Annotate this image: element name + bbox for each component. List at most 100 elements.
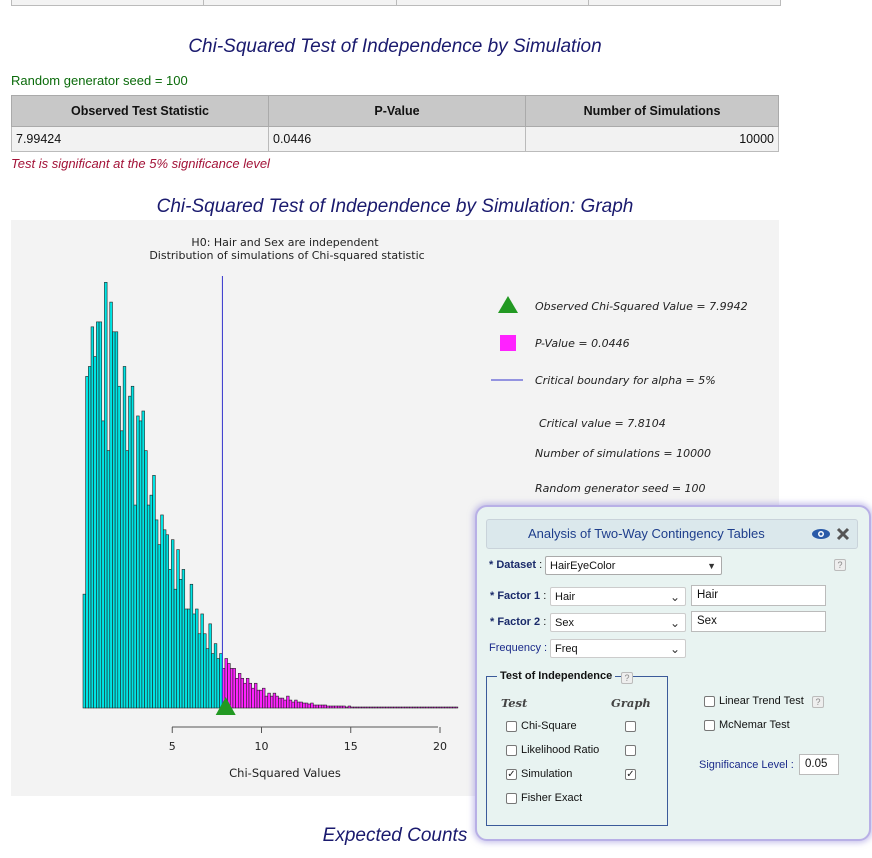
factor1-name-input[interactable]: Hair <box>691 585 826 606</box>
histogram-bar <box>395 706 400 709</box>
dataset-help-icon[interactable]: ? <box>834 559 846 571</box>
factor2-name-input[interactable]: Sex <box>691 611 826 632</box>
test-checkbox[interactable] <box>506 721 517 732</box>
factor2-select[interactable]: Sex ⌄ <box>550 613 686 632</box>
histogram-bar <box>294 699 298 709</box>
histogram-bar <box>168 569 172 709</box>
histogram-bar <box>337 705 341 709</box>
histogram-bar <box>283 699 287 709</box>
factor1-select[interactable]: Hair ⌄ <box>550 587 686 606</box>
histogram-bar <box>366 706 370 709</box>
graph-heading: Chi-Squared Test of Independence by Simu… <box>156 196 634 217</box>
test-help-icon[interactable]: ? <box>621 672 633 684</box>
graph-checkbox[interactable]: ✓ <box>625 769 636 780</box>
mcnemar-checkbox[interactable] <box>704 720 715 731</box>
histogram-bar <box>454 706 459 709</box>
histogram-bar <box>235 677 239 709</box>
histogram-bar <box>251 687 255 709</box>
histogram-bar <box>414 706 418 709</box>
histogram-bar <box>267 692 271 709</box>
histogram-bar <box>363 706 368 709</box>
histogram-bar <box>286 695 290 709</box>
histogram-bar <box>184 608 188 709</box>
histogram-bar <box>93 356 97 709</box>
histogram-bar <box>205 648 210 709</box>
test-label: Simulation <box>521 768 573 780</box>
histogram-bar <box>144 450 148 709</box>
histogram-bar <box>216 658 220 709</box>
histogram-bar <box>422 706 427 709</box>
col-p-value: P-Value <box>268 95 526 127</box>
histogram-bar <box>280 697 285 709</box>
histogram-bar <box>369 706 373 709</box>
histogram-bar <box>128 395 132 709</box>
graph-checkbox[interactable] <box>625 721 636 732</box>
histogram-bar <box>211 653 215 709</box>
histogram-bar <box>350 706 354 709</box>
histogram-bar <box>272 692 277 709</box>
histogram-bar <box>307 703 311 709</box>
histogram-bar <box>342 705 346 709</box>
test-checkbox[interactable]: ✓ <box>506 769 517 780</box>
significance-level-input[interactable]: 0.05 <box>799 754 839 775</box>
simulation-heading: Chi-Squared Test of Independence by Simu… <box>188 36 602 57</box>
mcnemar-label: McNemar Test <box>719 719 790 731</box>
histogram-bar <box>85 376 89 709</box>
histogram-bar <box>136 415 140 709</box>
histogram-bar <box>240 677 244 709</box>
histogram-bar <box>112 331 116 709</box>
histogram-bar <box>436 706 440 709</box>
eye-icon[interactable] <box>810 520 832 558</box>
histogram-bar <box>438 706 443 709</box>
linear-trend-help-icon[interactable]: ? <box>812 696 824 708</box>
seed-text: Random generator seed = 100 <box>11 73 188 88</box>
cell-p-value: 0.0446 <box>268 126 526 152</box>
histogram-bar <box>192 613 196 709</box>
frequency-select[interactable]: Freq ⌄ <box>550 639 686 658</box>
histogram-bar <box>146 504 151 709</box>
factor2-label: * Factor 2 : <box>490 616 547 628</box>
histogram-bar <box>382 706 386 709</box>
histogram-bar <box>120 430 124 709</box>
histogram-bar <box>154 519 159 709</box>
histogram-bar <box>117 385 121 709</box>
test-checkbox[interactable] <box>506 793 517 804</box>
histogram-bar <box>176 549 180 709</box>
histogram-bar <box>109 301 113 709</box>
histogram-bar <box>385 706 389 709</box>
histogram-bar <box>160 514 164 709</box>
close-icon[interactable] <box>835 520 851 558</box>
histogram-bar <box>441 706 445 709</box>
histogram-bar <box>157 544 161 709</box>
linear-trend-checkbox[interactable] <box>704 696 715 707</box>
histogram-bar <box>125 450 129 709</box>
dialog-titlebar[interactable]: Analysis of Two-Way Contingency Tables <box>486 519 858 549</box>
histogram-bar <box>248 682 252 709</box>
histogram-bar <box>409 706 413 709</box>
histogram-bar <box>312 704 317 709</box>
histogram-bar <box>237 673 242 709</box>
test-group-legend: Test of Independence <box>497 670 616 682</box>
histogram-bar <box>149 494 153 709</box>
histogram-bar <box>243 682 247 709</box>
histogram-bar <box>254 682 258 709</box>
histogram-bar <box>187 608 191 709</box>
histogram-bar <box>138 420 143 709</box>
graph-checkbox[interactable] <box>625 745 636 756</box>
dataset-select[interactable]: HairEyeColor ▼ <box>545 556 722 575</box>
histogram-bar <box>379 706 384 709</box>
dropdown-arrow-icon: ▼ <box>707 561 716 571</box>
significance-text: Test is significant at the 5% significan… <box>11 156 270 171</box>
histogram-bar <box>141 410 145 709</box>
x-tick-label: 20 <box>433 740 447 753</box>
histogram-bar <box>425 706 429 709</box>
graph-column-header: Graph <box>611 696 651 710</box>
frequency-label: Frequency : <box>489 642 548 654</box>
histogram-bar <box>452 706 456 709</box>
legend-critical-boundary: Critical boundary for alpha = 5% <box>535 374 716 387</box>
test-checkbox[interactable] <box>506 745 517 756</box>
chart-title: H0: Hair and Sex are independent <box>191 236 379 249</box>
dataset-label: * Dataset : <box>489 559 543 571</box>
histogram-bar <box>412 706 416 709</box>
